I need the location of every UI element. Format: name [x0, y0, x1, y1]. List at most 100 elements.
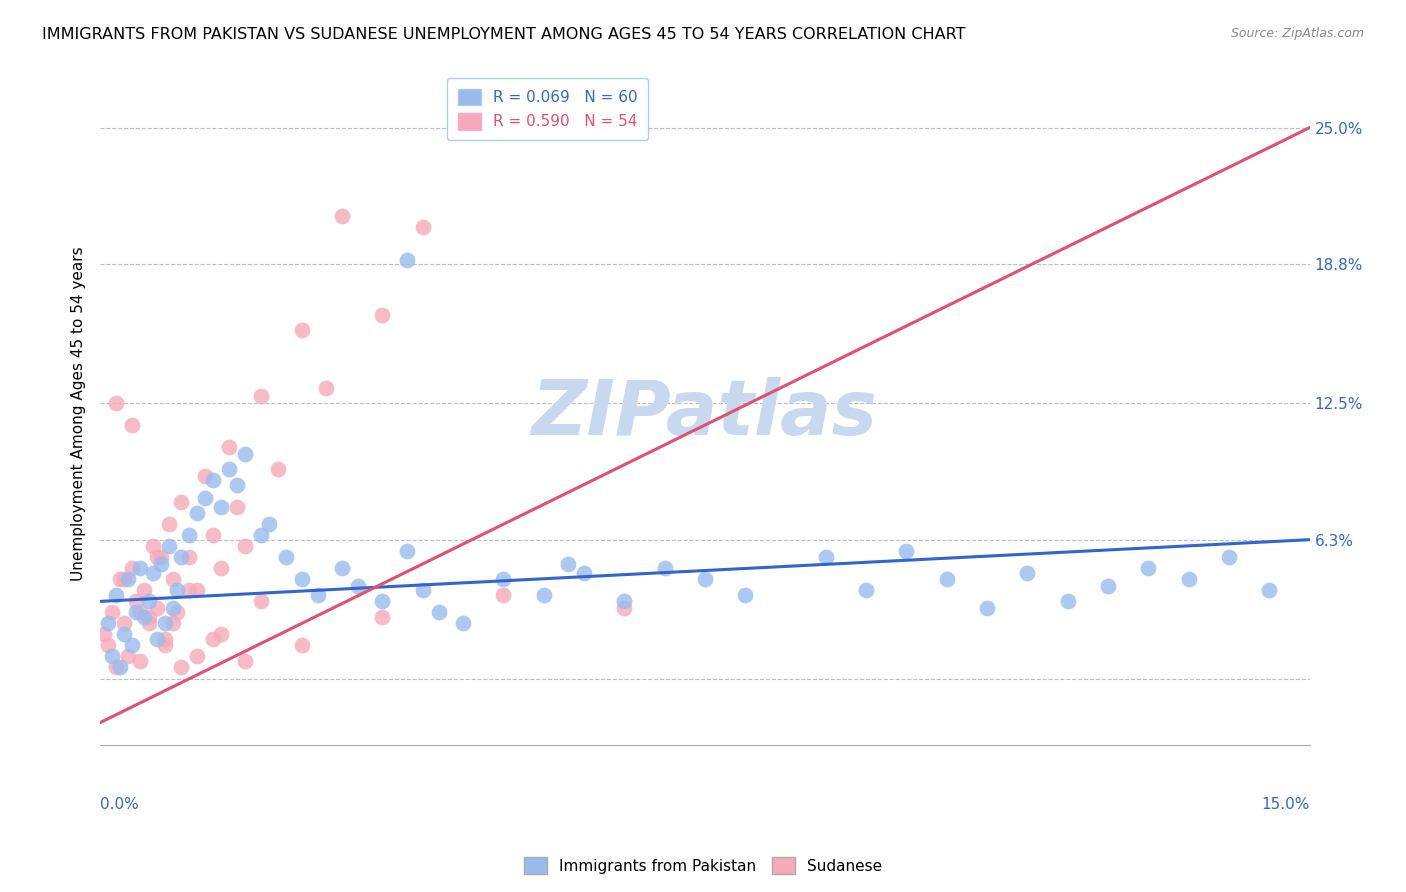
Point — [315, 381, 337, 395]
Text: ZIPatlas: ZIPatlas — [531, 377, 877, 451]
Point — [693, 572, 716, 586]
Point — [250, 528, 273, 542]
Text: IMMIGRANTS FROM PAKISTAN VS SUDANESE UNEMPLOYMENT AMONG AGES 45 TO 54 YEARS CORR: IMMIGRANTS FROM PAKISTAN VS SUDANESE UNE… — [42, 27, 966, 42]
Point — [110, 660, 132, 674]
Point — [162, 572, 184, 586]
Point — [125, 594, 148, 608]
Point — [266, 462, 288, 476]
Point — [202, 473, 225, 487]
Point — [274, 550, 297, 565]
Point — [138, 609, 160, 624]
Point — [97, 639, 120, 653]
Point — [129, 561, 152, 575]
Point — [250, 594, 273, 608]
Point — [233, 654, 256, 668]
Legend: R = 0.069   N = 60, R = 0.590   N = 54: R = 0.069 N = 60, R = 0.590 N = 54 — [447, 78, 648, 140]
Point — [141, 566, 163, 580]
Point — [141, 539, 163, 553]
Point — [427, 606, 450, 620]
Text: Source: ZipAtlas.com: Source: ZipAtlas.com — [1230, 27, 1364, 40]
Point — [1097, 579, 1119, 593]
Point — [153, 616, 176, 631]
Point — [101, 606, 124, 620]
Point — [177, 583, 200, 598]
Point — [105, 588, 128, 602]
Point — [395, 252, 418, 267]
Point — [557, 557, 579, 571]
Point — [1137, 561, 1160, 575]
Point — [814, 550, 837, 565]
Point — [734, 588, 756, 602]
Point — [533, 588, 555, 602]
Point — [226, 477, 249, 491]
Point — [896, 543, 918, 558]
Point — [170, 550, 193, 565]
Point — [226, 500, 249, 514]
Point — [157, 517, 180, 532]
Point — [112, 572, 135, 586]
Point — [451, 616, 474, 631]
Point — [149, 550, 172, 565]
Point — [186, 506, 208, 520]
Point — [145, 632, 167, 646]
Point — [492, 588, 515, 602]
Point — [121, 561, 143, 575]
Point — [125, 606, 148, 620]
Point — [145, 601, 167, 615]
Legend: Immigrants from Pakistan, Sudanese: Immigrants from Pakistan, Sudanese — [517, 851, 889, 880]
Point — [162, 601, 184, 615]
Point — [177, 550, 200, 565]
Point — [412, 219, 434, 234]
Point — [250, 389, 273, 403]
Point — [976, 601, 998, 615]
Point — [371, 308, 394, 322]
Point — [209, 500, 232, 514]
Point — [138, 594, 160, 608]
Point — [330, 561, 353, 575]
Point — [170, 495, 193, 509]
Point — [492, 572, 515, 586]
Point — [93, 627, 115, 641]
Point — [166, 606, 188, 620]
Point — [202, 528, 225, 542]
Point — [157, 539, 180, 553]
Point — [177, 528, 200, 542]
Point — [117, 572, 139, 586]
Point — [395, 543, 418, 558]
Point — [218, 440, 240, 454]
Point — [129, 654, 152, 668]
Point — [112, 627, 135, 641]
Point — [654, 561, 676, 575]
Point — [166, 583, 188, 598]
Point — [186, 583, 208, 598]
Point — [855, 583, 877, 598]
Point — [209, 561, 232, 575]
Point — [613, 601, 636, 615]
Point — [105, 660, 128, 674]
Text: 15.0%: 15.0% — [1261, 797, 1309, 813]
Point — [145, 550, 167, 565]
Point — [1177, 572, 1199, 586]
Point — [162, 616, 184, 631]
Point — [121, 418, 143, 433]
Point — [134, 583, 156, 598]
Point — [112, 616, 135, 631]
Point — [149, 557, 172, 571]
Point — [170, 660, 193, 674]
Point — [259, 517, 281, 532]
Point — [1218, 550, 1240, 565]
Point — [117, 649, 139, 664]
Point — [101, 649, 124, 664]
Point — [138, 616, 160, 631]
Point — [1017, 566, 1039, 580]
Point — [97, 616, 120, 631]
Point — [233, 447, 256, 461]
Y-axis label: Unemployment Among Ages 45 to 54 years: Unemployment Among Ages 45 to 54 years — [72, 247, 86, 582]
Point — [129, 606, 152, 620]
Point — [291, 323, 314, 337]
Point — [307, 588, 329, 602]
Point — [186, 649, 208, 664]
Point — [371, 594, 394, 608]
Point — [194, 491, 217, 505]
Point — [134, 609, 156, 624]
